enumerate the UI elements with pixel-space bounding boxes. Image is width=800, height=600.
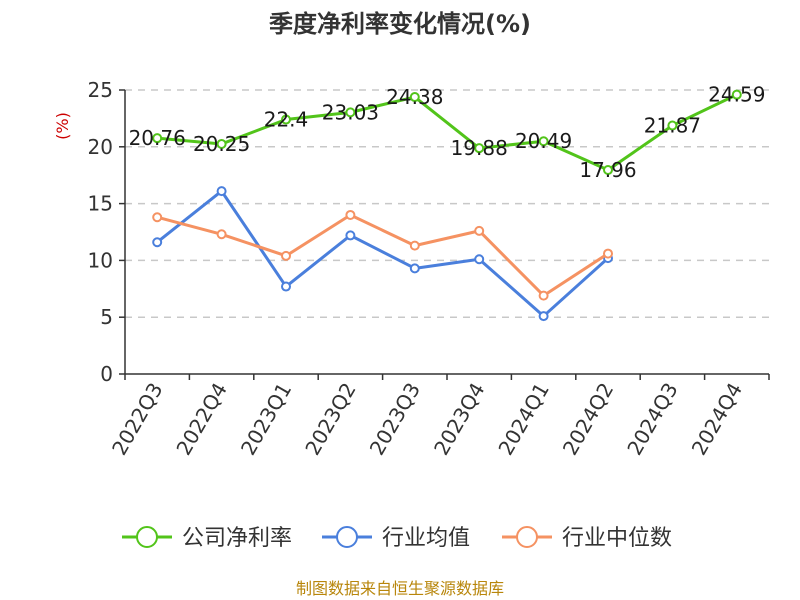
data-point [345,209,356,220]
legend-label: 行业中位数 [562,526,672,551]
legend: 公司净利率 行业均值 行业中位数 [122,526,672,551]
data-label: 21.87 [644,114,701,138]
y-tick-label: 20 [88,135,113,159]
data-point [216,186,227,197]
series-0 [152,89,742,175]
data-label: 17.96 [579,158,636,182]
series-line [157,93,738,172]
series-layer [152,89,742,322]
data-label: 23.03 [322,100,379,124]
x-axis-ticks: 2022Q3 2022Q4 2023Q1 2023Q2 2023Q3 2023Q4 2024… [107,374,770,460]
gridlines [125,89,769,318]
data-label: 22.4 [264,108,309,132]
chart-title: 季度净利率变化情况(%) [269,10,531,38]
y-tick-label: 0 [100,362,113,386]
legend-marker [516,526,538,548]
y-tick-label: 15 [88,192,113,216]
data-point [216,138,227,149]
data-point [345,230,356,241]
data-label: 20.76 [129,126,186,150]
data-point [152,212,163,223]
data-point [152,237,163,248]
series-1 [152,186,613,322]
data-point [603,248,613,259]
y-axis-ticks: 0 5 10 15 20 25 [88,78,125,386]
y-tick-label: 25 [88,78,113,102]
legend-marker [136,526,158,548]
series-2 [152,209,613,301]
data-label: 24.59 [708,83,765,107]
data-label: 20.25 [193,132,250,156]
data-label: 19.88 [451,136,508,160]
legend-item-1[interactable]: 行业均值 [322,526,470,551]
data-point [538,311,549,322]
data-point [281,114,291,125]
data-point [538,290,549,301]
data-point [409,263,420,274]
x-tick-label: 2024Q2 [558,379,618,460]
x-tick-label: 2022Q4 [171,379,231,460]
data-point [538,136,549,147]
data-point [281,250,291,261]
legend-label: 行业均值 [382,526,470,551]
data-point [474,225,485,236]
x-tick-label: 2023Q3 [365,379,425,460]
legend-item-2[interactable]: 行业中位数 [502,526,672,551]
source-note: 制图数据来自恒生聚源数据库 [296,579,504,598]
data-label: 20.49 [515,129,572,153]
data-point [345,107,356,118]
data-point [216,229,227,240]
y-axis-label: (%) [53,112,72,140]
y-tick-label: 10 [88,248,113,272]
data-point [474,143,485,154]
data-point [152,133,163,144]
legend-label: 公司净利率 [182,526,292,551]
data-point [474,254,485,265]
data-point [667,120,678,131]
x-tick-label: 2023Q4 [429,379,489,460]
series-line [156,213,609,298]
series-line [156,189,610,318]
x-tick-label: 2022Q3 [107,379,167,460]
x-tick-label: 2024Q4 [687,379,747,460]
legend-item-0[interactable]: 公司净利率 [122,526,292,551]
x-tick-label: 2023Q2 [300,379,360,460]
data-labels: 20.76 20.25 22.4 23.03 24.38 19.88 20.49 17.96 2… [129,83,766,182]
data-point [731,89,742,100]
data-label: 24.38 [386,85,443,109]
x-tick-label: 2024Q1 [493,379,553,460]
data-point [409,92,420,103]
data-point [603,164,613,175]
x-tick-label: 2023Q1 [236,379,296,460]
data-point [281,281,291,292]
data-point [409,240,420,251]
legend-marker [336,526,358,548]
y-tick-label: 5 [100,305,113,329]
x-tick-label: 2024Q3 [622,379,682,460]
